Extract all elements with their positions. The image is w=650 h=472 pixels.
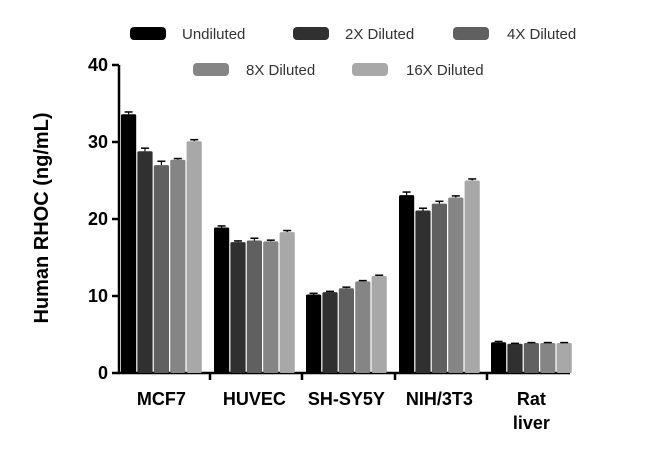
legend-swatch	[453, 27, 489, 40]
y-axis-label: Human RHOC (ng/mL)	[31, 112, 53, 323]
legend-swatch	[193, 63, 229, 76]
x-tick-label: MCF7	[137, 389, 186, 409]
legend-label: 4X Diluted	[507, 26, 576, 43]
x-tick-label: NIH/3T3	[406, 389, 473, 409]
bar	[263, 241, 279, 373]
bar	[153, 165, 169, 373]
bar	[186, 141, 202, 373]
bar	[540, 342, 556, 373]
y-tick-label: 20	[88, 209, 108, 229]
plot-area: 0 10 20 30 40 MCF7 HUVEC SH-SY5Y NIH/3T3 Rat liver	[88, 55, 572, 433]
bar	[355, 281, 371, 373]
bar	[399, 195, 415, 373]
bar	[170, 159, 186, 373]
y-tick-label: 0	[98, 363, 108, 383]
bar	[137, 151, 153, 373]
legend-swatch	[293, 27, 329, 40]
legend-label: 2X Diluted	[345, 26, 414, 43]
bar	[448, 197, 464, 373]
legend-swatch	[130, 27, 166, 40]
bar	[556, 342, 572, 373]
bar	[279, 232, 295, 373]
bar	[523, 342, 539, 373]
bar	[464, 180, 480, 373]
bar	[306, 294, 322, 373]
y-tick-label: 30	[88, 132, 108, 152]
bar	[338, 288, 354, 373]
x-tick-label: HUVEC	[223, 389, 286, 409]
legend-label: 8X Diluted	[246, 62, 315, 79]
bar	[491, 342, 507, 373]
bar	[214, 227, 230, 373]
bar	[431, 203, 447, 373]
bar	[507, 343, 523, 373]
bar	[415, 210, 431, 373]
legend-label: Undiluted	[182, 26, 245, 43]
y-tick-label: 10	[88, 286, 108, 306]
x-tick-label: SH-SY5Y	[308, 389, 385, 409]
legend: Undiluted 2X Diluted 4X Diluted 8X Diluted 1…	[130, 26, 576, 79]
y-tick-label: 40	[88, 55, 108, 75]
bar	[371, 275, 387, 373]
bar	[246, 240, 262, 373]
bar	[230, 242, 246, 373]
bar	[322, 292, 338, 373]
bar	[121, 114, 137, 373]
legend-label: 16X Diluted	[406, 62, 484, 79]
legend-swatch	[352, 63, 388, 76]
x-tick-label: Rat liver	[513, 389, 550, 433]
